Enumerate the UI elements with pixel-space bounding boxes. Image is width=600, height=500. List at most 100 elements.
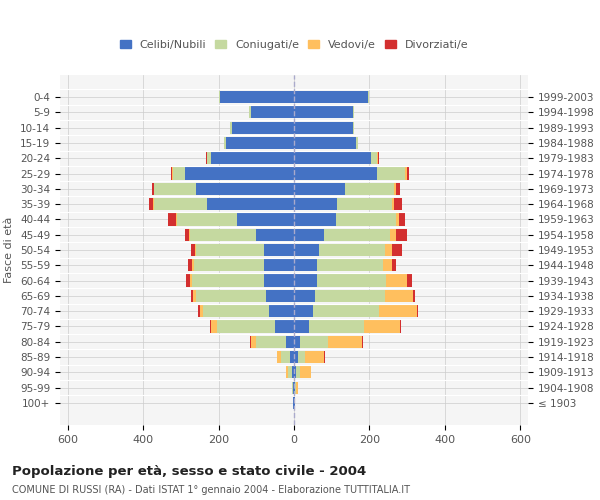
Bar <box>251 336 256 348</box>
Bar <box>207 198 294 210</box>
Bar <box>154 182 196 195</box>
Bar <box>169 214 176 226</box>
Bar <box>294 91 368 103</box>
Bar <box>392 244 401 256</box>
Bar <box>406 168 407 179</box>
Bar <box>198 305 200 318</box>
Legend: Celibi/Nubili, Coniugati/e, Vedovi/e, Divorziati/e: Celibi/Nubili, Coniugati/e, Vedovi/e, Di… <box>115 35 473 54</box>
Bar <box>269 305 294 318</box>
Bar <box>226 137 294 149</box>
Bar <box>206 152 207 164</box>
Bar <box>192 274 264 286</box>
Bar <box>407 168 409 179</box>
Bar <box>294 198 337 210</box>
Bar <box>207 152 211 164</box>
Bar <box>193 290 196 302</box>
Bar <box>195 244 196 256</box>
Bar <box>196 290 266 302</box>
Bar <box>396 214 399 226</box>
Bar <box>294 351 298 363</box>
Bar <box>294 214 335 226</box>
Bar <box>286 366 289 378</box>
Bar <box>192 259 194 272</box>
Bar <box>232 122 294 134</box>
Bar <box>378 152 379 164</box>
Bar <box>294 122 353 134</box>
Bar <box>294 366 296 378</box>
Bar <box>277 351 281 363</box>
Bar <box>396 228 407 241</box>
Bar <box>264 244 294 256</box>
Bar <box>200 305 203 318</box>
Bar <box>211 320 217 332</box>
Bar <box>315 290 385 302</box>
Bar <box>185 168 294 179</box>
Bar <box>190 228 256 241</box>
Bar <box>294 274 317 286</box>
Bar <box>294 152 371 164</box>
Bar <box>251 106 294 118</box>
Bar <box>377 168 406 179</box>
Bar <box>286 336 294 348</box>
Bar <box>256 228 294 241</box>
Bar <box>396 182 400 195</box>
Bar <box>188 259 192 272</box>
Bar <box>368 91 370 103</box>
Bar <box>171 168 172 179</box>
Bar <box>386 274 407 286</box>
Bar <box>250 336 251 348</box>
Bar <box>293 397 294 409</box>
Bar <box>203 305 269 318</box>
Bar <box>189 228 190 241</box>
Bar <box>309 320 364 332</box>
Bar <box>218 91 220 103</box>
Bar <box>238 214 294 226</box>
Bar <box>328 336 362 348</box>
Bar <box>294 106 353 118</box>
Bar <box>317 274 386 286</box>
Bar <box>220 91 294 103</box>
Bar <box>295 382 296 394</box>
Bar <box>305 351 324 363</box>
Bar <box>356 137 358 149</box>
Bar <box>294 168 377 179</box>
Bar <box>196 182 294 195</box>
Bar <box>275 320 294 332</box>
Bar <box>152 182 154 195</box>
Bar <box>400 320 401 332</box>
Bar <box>153 198 154 210</box>
Bar <box>289 366 292 378</box>
Bar <box>353 106 355 118</box>
Bar <box>191 244 195 256</box>
Bar <box>249 106 251 118</box>
Bar <box>264 274 294 286</box>
Bar <box>185 228 189 241</box>
Bar <box>379 305 416 318</box>
Bar <box>292 382 293 394</box>
Bar <box>224 137 226 149</box>
Bar <box>154 198 207 210</box>
Bar <box>335 214 396 226</box>
Text: COMUNE DI RUSSI (RA) - Dati ISTAT 1° gennaio 2004 - Elaborazione TUTTITALIA.IT: COMUNE DI RUSSI (RA) - Dati ISTAT 1° gen… <box>12 485 410 495</box>
Bar <box>217 320 275 332</box>
Bar <box>313 305 379 318</box>
Bar <box>317 259 383 272</box>
Bar <box>191 290 193 302</box>
Bar <box>377 152 378 164</box>
Bar <box>292 366 294 378</box>
Bar <box>345 182 394 195</box>
Bar <box>294 320 309 332</box>
Bar <box>324 228 390 241</box>
Bar <box>294 137 356 149</box>
Bar <box>392 259 396 272</box>
Bar <box>172 168 173 179</box>
Bar <box>294 290 315 302</box>
Bar <box>299 366 311 378</box>
Bar <box>196 244 264 256</box>
Bar <box>385 290 413 302</box>
Bar <box>294 259 317 272</box>
Bar <box>293 382 294 394</box>
Bar <box>385 244 392 256</box>
Bar <box>353 122 355 134</box>
Bar <box>256 336 286 348</box>
